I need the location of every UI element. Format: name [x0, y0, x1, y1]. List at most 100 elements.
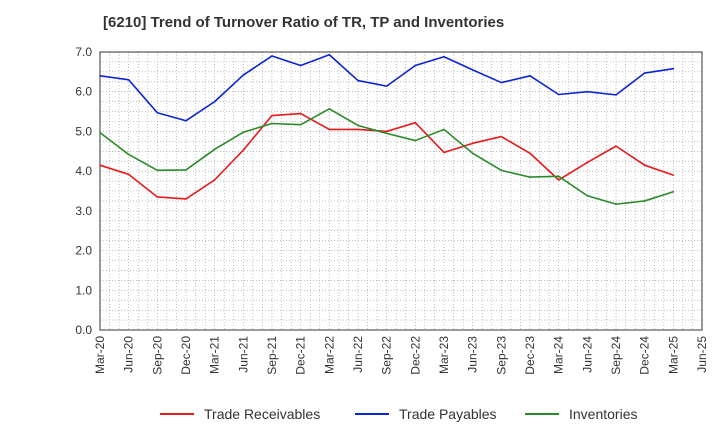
- data-point-trade-payables: [557, 93, 560, 96]
- data-point-inventories: [213, 148, 216, 151]
- data-point-trade-payables: [615, 94, 617, 96]
- data-point-inventories: [615, 203, 617, 205]
- data-point-trade-receivables: [299, 112, 302, 115]
- data-point-inventories: [385, 132, 388, 135]
- data-point-trade-receivables: [643, 164, 646, 166]
- series-line-inventories: [99, 107, 674, 205]
- chart-title: [6210] Trend of Turnover Ratio of TR, TP…: [103, 14, 505, 31]
- x-tick-label: Sep-24: [609, 336, 623, 375]
- data-point-trade-payables: [643, 72, 646, 74]
- x-tick-label: Mar-24: [552, 336, 566, 374]
- data-point-trade-receivables: [443, 151, 445, 154]
- x-tick-label: Mar-25: [666, 336, 680, 374]
- grid: [99, 51, 703, 331]
- x-tick-label: Mar-21: [208, 336, 222, 374]
- data-point-trade-receivables: [185, 198, 187, 200]
- legend: Trade Receivables Trade Payables Inventori…: [160, 406, 637, 422]
- x-tick-label: Sep-23: [494, 336, 508, 375]
- data-point-trade-receivables: [500, 135, 503, 138]
- data-point-trade-payables: [185, 119, 187, 122]
- x-tick-label: Dec-24: [638, 336, 652, 375]
- data-point-trade-payables: [357, 79, 359, 82]
- data-point-trade-payables: [99, 75, 101, 77]
- data-point-trade-receivables: [127, 173, 130, 176]
- data-point-inventories: [357, 124, 359, 127]
- data-point-trade-receivables: [213, 179, 216, 181]
- data-point-trade-payables: [414, 64, 417, 67]
- data-point-inventories: [127, 153, 130, 156]
- x-tick-label: Mar-22: [322, 336, 336, 374]
- data-point-trade-payables: [299, 64, 302, 67]
- series-lines: [99, 53, 675, 205]
- data-point-trade-receivables: [471, 142, 474, 145]
- data-point-inventories: [471, 152, 474, 155]
- data-point-trade-receivables: [529, 152, 531, 155]
- x-tick-label: Dec-23: [523, 336, 537, 375]
- data-point-inventories: [299, 123, 302, 126]
- data-point-trade-receivables: [385, 130, 388, 133]
- y-tick-label: 2.0: [75, 244, 92, 258]
- data-point-inventories: [414, 139, 417, 142]
- data-point-trade-payables: [471, 69, 474, 71]
- x-tick-label: Mar-23: [437, 336, 451, 374]
- data-point-trade-receivables: [271, 114, 273, 117]
- data-point-trade-payables: [156, 111, 159, 114]
- x-tick-label: Dec-20: [179, 336, 193, 375]
- data-point-inventories: [99, 131, 101, 134]
- data-point-trade-receivables: [615, 145, 617, 147]
- data-point-trade-payables: [529, 75, 531, 77]
- y-tick-label: 0.0: [75, 323, 92, 337]
- data-point-trade-receivables: [586, 161, 589, 164]
- data-point-trade-receivables: [99, 164, 101, 166]
- x-tick-label: Sep-21: [265, 336, 279, 375]
- x-tick-label: Jun-23: [466, 336, 480, 373]
- data-point-trade-receivables: [242, 149, 245, 151]
- data-point-inventories: [156, 169, 159, 172]
- data-point-trade-payables: [127, 79, 130, 81]
- data-point-trade-payables: [328, 53, 331, 56]
- data-point-trade-payables: [500, 81, 503, 84]
- data-point-inventories: [529, 176, 531, 178]
- x-tick-label: Jun-20: [122, 336, 136, 373]
- series-line-trade-receivables: [99, 112, 674, 200]
- data-point-trade-payables: [443, 55, 445, 58]
- x-tick-label: Jun-21: [236, 336, 250, 373]
- x-tick-label: Dec-21: [294, 336, 308, 375]
- data-point-trade-payables: [385, 85, 388, 87]
- data-point-trade-payables: [242, 74, 245, 76]
- legend-label-inventories: Inventories: [569, 406, 637, 422]
- data-point-trade-receivables: [357, 128, 359, 131]
- data-point-trade-receivables: [672, 174, 675, 176]
- data-point-inventories: [586, 194, 589, 197]
- y-tick-label: 3.0: [75, 204, 92, 218]
- data-point-inventories: [271, 122, 273, 125]
- data-point-inventories: [328, 107, 331, 110]
- x-tick-label: Mar-20: [93, 336, 107, 374]
- data-point-inventories: [672, 190, 675, 193]
- y-tick-label: 6.0: [75, 85, 92, 99]
- axes: 0.0 1.0 2.0 3.0 4.0 5.0 6.0 7.0 Mar-20 Jun-20 Sep-…: [75, 45, 709, 375]
- data-point-trade-payables: [271, 55, 273, 57]
- x-tick-label: Jun-22: [351, 336, 365, 373]
- data-point-trade-payables: [672, 67, 675, 70]
- y-tick-label: 5.0: [75, 124, 92, 138]
- x-tick-label: Jun-25: [695, 336, 709, 373]
- plot-frame: [99, 51, 703, 331]
- legend-label-trade-receivables: Trade Receivables: [204, 406, 320, 422]
- x-tick-label: Jun-24: [580, 336, 594, 373]
- data-point-trade-receivables: [557, 179, 560, 181]
- data-point-inventories: [557, 175, 560, 178]
- data-point-trade-receivables: [328, 128, 331, 131]
- x-tick-label: Sep-22: [380, 336, 394, 375]
- y-tick-label: 1.0: [75, 283, 92, 297]
- data-point-trade-payables: [586, 90, 589, 93]
- data-point-trade-receivables: [156, 196, 159, 198]
- legend-label-trade-payables: Trade Payables: [399, 406, 497, 422]
- data-point-inventories: [242, 131, 245, 134]
- data-point-trade-receivables: [414, 121, 417, 124]
- data-point-inventories: [643, 200, 646, 202]
- data-point-inventories: [185, 169, 187, 171]
- y-tick-label: 4.0: [75, 164, 92, 178]
- x-tick-label: Sep-20: [150, 336, 164, 375]
